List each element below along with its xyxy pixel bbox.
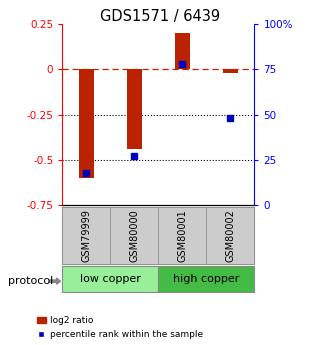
Text: protocol: protocol [8, 276, 53, 286]
Text: GSM80002: GSM80002 [225, 209, 236, 262]
Bar [175, 33, 190, 69]
Bar [127, 69, 141, 149]
Text: GSM80000: GSM80000 [129, 209, 140, 262]
Text: high copper: high copper [173, 274, 240, 284]
Text: low copper: low copper [80, 274, 141, 284]
Bar [79, 69, 93, 178]
Text: GSM79999: GSM79999 [81, 209, 92, 262]
Text: GSM80001: GSM80001 [177, 209, 188, 262]
Legend: log2 ratio, percentile rank within the sample: log2 ratio, percentile rank within the s… [36, 316, 203, 339]
Bar [223, 69, 238, 73]
Text: GDS1571 / 6439: GDS1571 / 6439 [100, 9, 220, 23]
